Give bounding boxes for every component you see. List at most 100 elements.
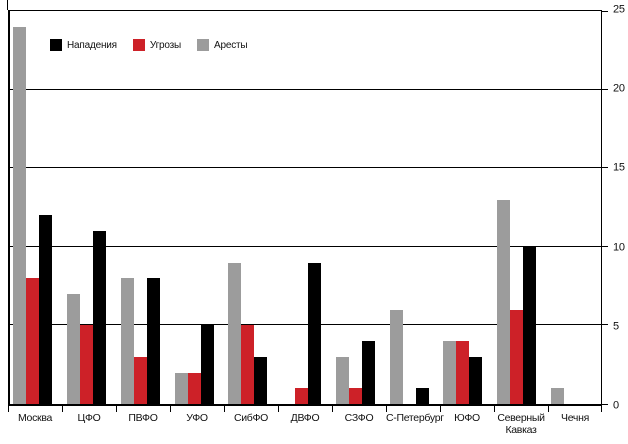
x-axis-label: ДВФО: [290, 412, 320, 424]
bar: [67, 293, 81, 404]
x-axis-label: Чечня: [561, 412, 589, 424]
bar-slot: [120, 11, 134, 404]
bar-group: [436, 11, 490, 404]
bar-slot: [241, 11, 255, 404]
bar-slot: [389, 11, 403, 404]
x-tick: [62, 406, 63, 412]
bar: [254, 356, 268, 404]
x-tick: [548, 406, 549, 412]
bar-slot: [187, 11, 201, 404]
bar: [550, 388, 564, 404]
bar: [93, 231, 107, 404]
bar-slot: [254, 11, 268, 404]
bar: [80, 325, 94, 404]
bar-slot: [80, 11, 94, 404]
gridline: [10, 88, 608, 90]
bar-slot: [348, 11, 362, 404]
bar-group: [6, 11, 60, 404]
x-tick: [601, 406, 602, 412]
bar-slot: [93, 11, 107, 404]
bar: [361, 341, 375, 404]
bar: [335, 356, 349, 404]
bar-slot: [308, 11, 322, 404]
bar-slot: [146, 11, 160, 404]
x-tick: [494, 406, 495, 412]
bar-slot: [282, 11, 295, 404]
bar-slot: [174, 11, 188, 404]
x-axis-label: ЦФО: [77, 412, 101, 424]
bar-groups: [10, 11, 601, 404]
bar-group: [221, 11, 275, 404]
x-axis-labels: Москва ЦФО ПВФО УФО СибФО ДВФО СЗФО С-Петербург…: [8, 412, 602, 436]
bar-slot: [456, 11, 470, 404]
bar-group: [543, 11, 597, 404]
y-tick-label: 0: [613, 399, 619, 412]
legend-item: Угрозы: [132, 39, 182, 51]
legend-swatch: [132, 39, 145, 51]
legend-item: Нападения: [50, 39, 117, 51]
bar: [39, 215, 53, 404]
legend-label: Угрозы: [149, 39, 182, 51]
bar-slot: [415, 11, 429, 404]
bar-slot: [509, 11, 523, 404]
x-tick: [116, 406, 117, 412]
bar: [469, 356, 483, 404]
bar-group: [328, 11, 382, 404]
bar-slot: [295, 11, 309, 404]
bar-slot: [67, 11, 81, 404]
bar: [415, 388, 429, 404]
x-axis-label: СЗФО: [344, 412, 374, 424]
bar: [187, 372, 201, 404]
bar-slot: [26, 11, 40, 404]
bar: [295, 388, 309, 404]
bar: [26, 278, 40, 404]
bar-slot: [39, 11, 53, 404]
bar-group: [113, 11, 167, 404]
bar-slot: [577, 11, 590, 404]
top-left-axis-tick: [7, 0, 8, 10]
x-tick: [224, 406, 225, 412]
bar-slot: [13, 11, 27, 404]
y-tick-label: 25: [613, 3, 625, 16]
bar: [509, 309, 523, 404]
legend-swatch: [197, 39, 210, 51]
y-tick: [601, 11, 608, 12]
x-axis-label: УФО: [186, 412, 208, 424]
bar-group: [275, 11, 329, 404]
legend-label: Нападения: [67, 39, 117, 51]
bar: [228, 262, 242, 404]
x-axis-label: ЮФО: [454, 412, 480, 424]
y-tick-label: 10: [613, 241, 625, 254]
bar-slot: [564, 11, 577, 404]
y-tick: [601, 404, 608, 405]
x-axis-label: Москва: [17, 412, 53, 424]
bar-slot: [496, 11, 510, 404]
x-axis-label: Северный Кавказ: [497, 412, 545, 436]
bar: [241, 325, 255, 404]
legend-swatch: [50, 39, 62, 51]
bar-slot: [443, 11, 457, 404]
bar: [496, 199, 510, 404]
bar-slot: [361, 11, 375, 404]
bar: [13, 26, 27, 404]
y-axis: 0 5 10 15 20 25: [602, 4, 628, 411]
bar: [308, 262, 322, 404]
x-axis-label: С-Петербург: [386, 412, 444, 424]
x-axis-label: СибФО: [233, 412, 269, 424]
bar: [120, 278, 134, 404]
x-tick: [170, 406, 171, 412]
bar: [522, 246, 536, 404]
legend-label: Аресты: [214, 39, 248, 51]
bar: [443, 341, 457, 404]
bar-group: [60, 11, 114, 404]
x-tick: [278, 406, 279, 412]
bar-slot: [522, 11, 536, 404]
bar: [174, 372, 188, 404]
bar: [389, 309, 403, 404]
bar: [348, 388, 362, 404]
bar-slot: [335, 11, 349, 404]
bar-slot: [469, 11, 483, 404]
legend-item: Аресты: [197, 39, 248, 51]
y-tick-label: 5: [613, 320, 619, 333]
